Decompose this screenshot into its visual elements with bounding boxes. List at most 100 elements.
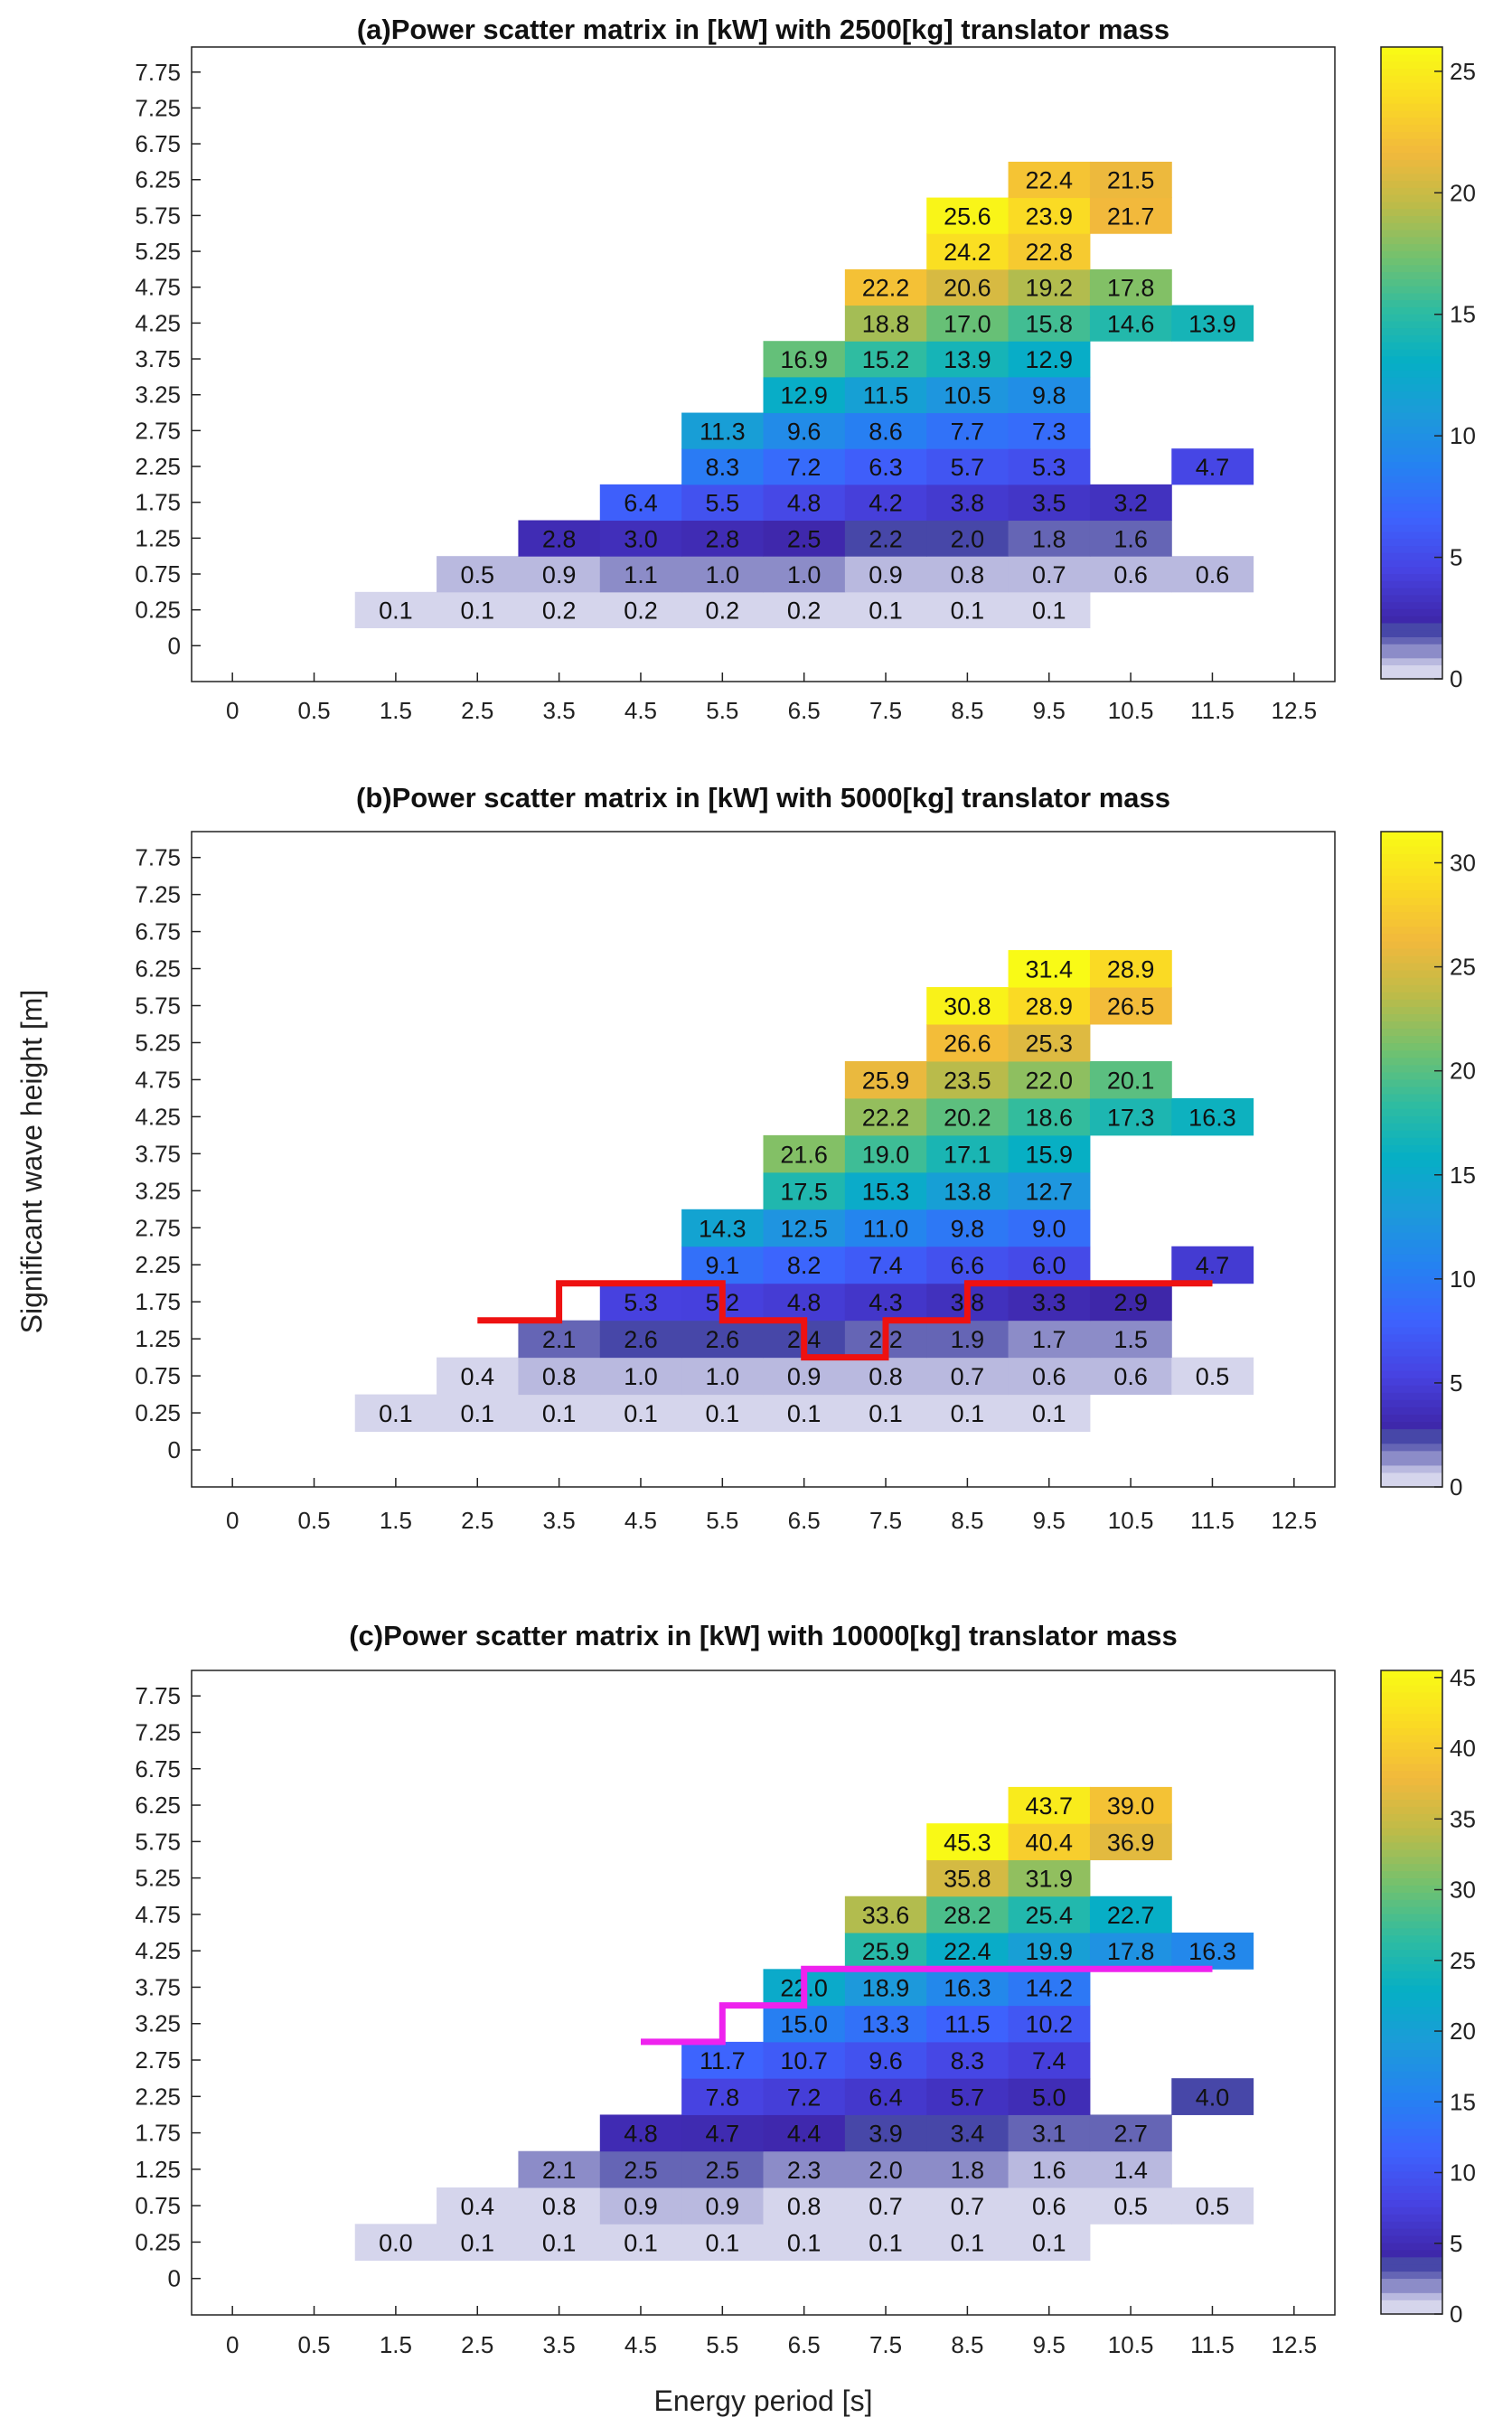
- heatmap-cell: [681, 1394, 764, 1433]
- heatmap-cell: [844, 2078, 927, 2115]
- y-tick-label: 7.25: [135, 1718, 181, 1745]
- colorbar-segment: [1381, 1217, 1442, 1226]
- colorbar-segment: [1381, 650, 1442, 659]
- colorbar-segment: [1381, 1472, 1442, 1481]
- colorbar-segment: [1381, 475, 1442, 484]
- colorbar-segment: [1381, 81, 1442, 90]
- colorbar-tick-label: 30: [1450, 850, 1476, 877]
- heatmap-cell: [1008, 1357, 1091, 1396]
- cell-value-label: 13.9: [1188, 310, 1236, 337]
- colorbar-segment: [1381, 1985, 1442, 1993]
- heatmap-cell: [681, 1320, 764, 1359]
- y-tick-label: 7.75: [135, 59, 181, 86]
- cell-value-label: 0.1: [951, 1400, 985, 1427]
- cell-value-label: 0.1: [869, 2229, 903, 2256]
- colorbar-segment: [1381, 145, 1442, 154]
- colorbar-segment: [1381, 2199, 1442, 2207]
- heatmap-cell: [518, 1357, 601, 1396]
- heatmap-cell: [1008, 1786, 1091, 1824]
- y-tick-label: 5.25: [135, 238, 181, 265]
- cell-value-label: 22.7: [1107, 1902, 1155, 1929]
- colorbar-segment: [1381, 517, 1442, 525]
- colorbar-segment: [1381, 1834, 1442, 1843]
- colorbar-segment: [1381, 1684, 1442, 1693]
- cell-value-label: 1.8: [951, 2157, 985, 2184]
- cell-value-label: 0.9: [624, 2193, 658, 2220]
- colorbar-segment: [1381, 215, 1442, 223]
- heatmap-cell: [1008, 161, 1091, 199]
- cell-value-label: 0.1: [460, 597, 494, 625]
- cell-value-label: 0.5: [1196, 2193, 1230, 2220]
- colorbar-segment: [1381, 1913, 1442, 1922]
- colorbar-segment: [1381, 1370, 1442, 1378]
- heatmap-cell: [844, 412, 927, 449]
- heatmap-cell: [681, 2224, 764, 2262]
- cell-value-label: 3.9: [869, 2121, 903, 2148]
- cell-value-label: 35.8: [944, 1866, 991, 1893]
- cell-value-label: 7.7: [951, 418, 985, 445]
- colorbar-segment: [1381, 236, 1442, 245]
- colorbar-segment: [1381, 1949, 1442, 1958]
- y-tick-label: 0.25: [135, 2228, 181, 2255]
- cell-value-label: 2.1: [542, 1326, 577, 1353]
- colorbar-segment: [1381, 1677, 1442, 1686]
- cell-value-label: 28.9: [1107, 956, 1155, 983]
- x-tick-label: 1.5: [380, 697, 412, 724]
- heatmap-cell: [844, 1209, 927, 1247]
- cell-value-label: 16.3: [944, 1974, 991, 2001]
- heatmap-cell: [844, 1134, 927, 1173]
- colorbar-segment: [1381, 1021, 1442, 1030]
- x-tick-label: 11.5: [1190, 2331, 1235, 2358]
- heatmap-cell: [763, 2005, 846, 2043]
- colorbar-segment: [1381, 2163, 1442, 2172]
- cell-value-label: 7.2: [787, 2084, 822, 2111]
- colorbar-segment: [1381, 1013, 1442, 1022]
- heatmap-cell: [599, 1320, 682, 1359]
- colorbar-segment: [1381, 510, 1442, 518]
- cell-value-label: 2.3: [787, 2157, 822, 2184]
- colorbar-segment: [1381, 1392, 1442, 1400]
- cell-value-label: 4.8: [624, 2121, 658, 2148]
- colorbar-tick-label: 35: [1450, 1805, 1476, 1832]
- y-tick-label: 2.75: [135, 417, 181, 444]
- cell-value-label: 0.9: [787, 1363, 822, 1390]
- colorbar-segment: [1381, 117, 1442, 126]
- cell-value-label: 3.0: [624, 525, 658, 552]
- colorbar-segment: [1381, 439, 1442, 448]
- heatmap-cell: [763, 1246, 846, 1284]
- cell-value-label: 9.6: [869, 2047, 903, 2074]
- cell-value-label: 3.1: [1032, 2121, 1066, 2148]
- heatmap-cell: [926, 484, 1010, 522]
- heatmap-cell: [1089, 1896, 1172, 1933]
- heatmap-cell: [599, 556, 682, 593]
- heatmap-cell: [926, 2114, 1010, 2152]
- cell-value-label: 0.6: [1113, 561, 1148, 588]
- x-tick-label: 9.5: [1033, 697, 1066, 724]
- colorbar-segment: [1381, 187, 1442, 195]
- colorbar-segment: [1381, 644, 1442, 652]
- y-tick-label: 1.25: [135, 1325, 181, 1352]
- colorbar-segment: [1381, 616, 1442, 624]
- colorbar-segment: [1381, 1963, 1442, 1971]
- colorbar-segment: [1381, 2020, 1442, 2029]
- colorbar-segment: [1381, 320, 1442, 329]
- heatmap-cell: [1008, 2187, 1091, 2225]
- colorbar-segment: [1381, 250, 1442, 259]
- cell-value-label: 1.9: [951, 1326, 985, 1353]
- cell-value-label: 2.2: [869, 525, 903, 552]
- heatmap-cell: [599, 591, 682, 629]
- colorbar-segment: [1381, 1971, 1442, 1979]
- x-tick-label: 4.5: [625, 2331, 657, 2358]
- y-tick-label: 0.75: [135, 2192, 181, 2219]
- cell-value-label: 0.1: [624, 2229, 658, 2256]
- x-tick-label: 5.5: [706, 2331, 738, 2358]
- heatmap-cell: [518, 556, 601, 593]
- heatmap-cell: [926, 1357, 1010, 1396]
- cell-value-label: 21.6: [780, 1141, 828, 1168]
- colorbar-segment: [1381, 1275, 1442, 1284]
- cell-value-label: 1.6: [1032, 2157, 1066, 2184]
- colorbar-segment: [1381, 636, 1442, 644]
- colorbar-segment: [1381, 1927, 1442, 1936]
- heatmap-cell: [1008, 556, 1091, 593]
- heatmap-cell: [763, 1134, 846, 1173]
